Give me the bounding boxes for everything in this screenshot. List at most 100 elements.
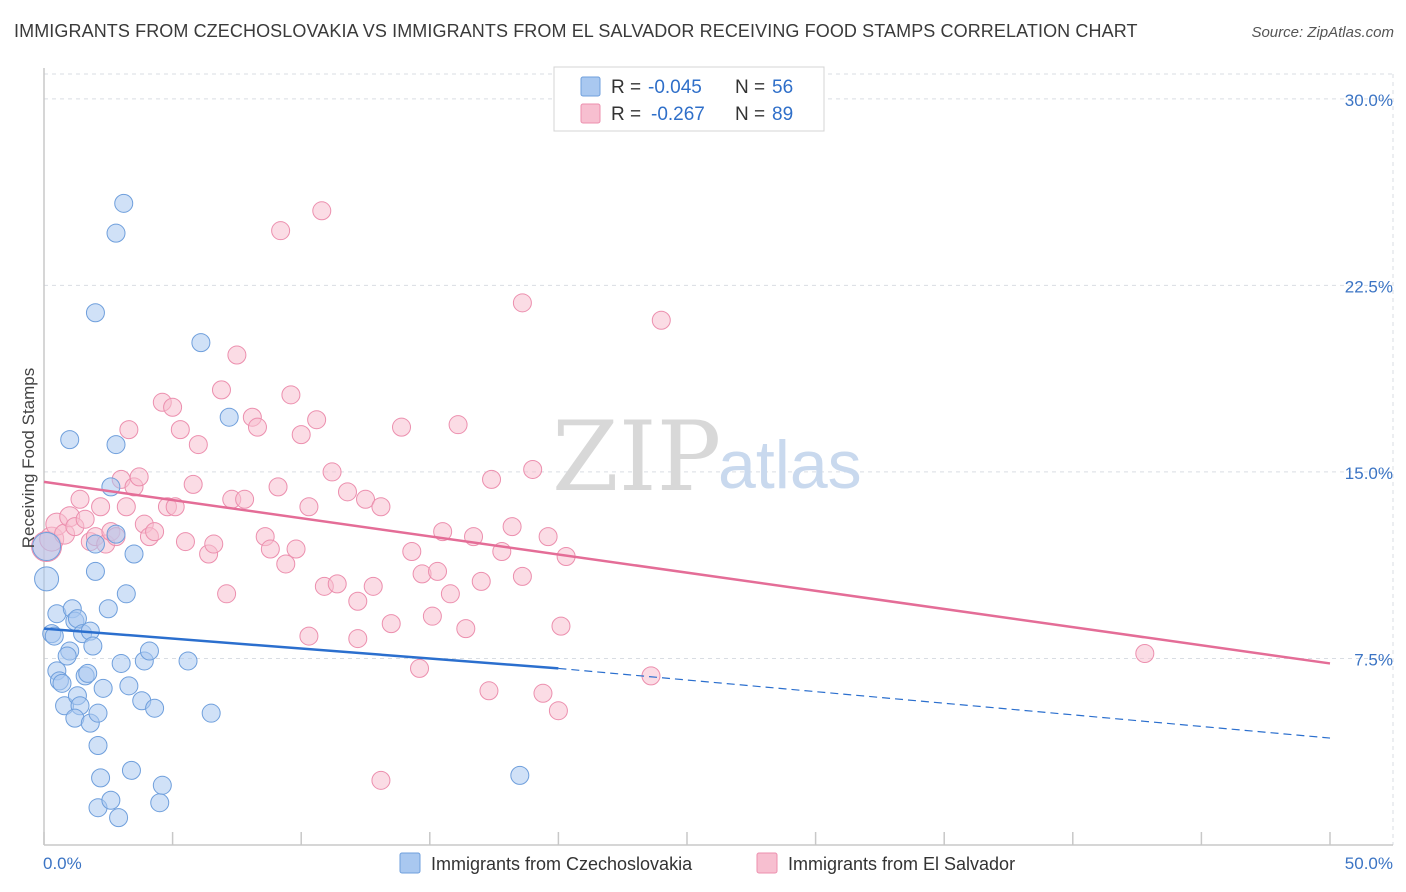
el-salvador-point-50 [327, 574, 347, 594]
czechoslovakia-point-55 [510, 765, 530, 785]
czechoslovakia-point-36 [119, 676, 139, 696]
el-salvador-point-49 [322, 462, 342, 482]
czechoslovakia-point-38 [121, 760, 141, 780]
el-salvador-point-69 [502, 517, 522, 537]
el-salvador-point-45 [291, 425, 311, 445]
czechoslovakia-point-46 [150, 793, 170, 813]
chart-title: IMMIGRANTS FROM CZECHOSLOVAKIA VS IMMIGR… [14, 21, 1138, 41]
x-tick-label-min: 0.0% [43, 854, 82, 873]
czechoslovakia-trend-line [43, 627, 559, 670]
el-salvador-point-64 [456, 619, 476, 639]
el-salvador-point-42 [276, 554, 296, 574]
legend-n-label-2: N = [735, 104, 765, 125]
series-legend: Immigrants from Czechoslovakia Immigrant… [399, 852, 1015, 874]
el-salvador-point-29 [188, 435, 208, 455]
czechoslovakia-point-20 [78, 663, 98, 683]
el-salvador-point-62 [440, 584, 460, 604]
czechoslovakia-point-30 [85, 534, 105, 554]
czechoslovakia-point-33 [88, 703, 108, 723]
el-salvador-point-41 [268, 477, 288, 497]
czechoslovakia-points [32, 193, 530, 828]
el-salvador-point-55 [371, 497, 391, 517]
el-salvador-point-82 [410, 658, 430, 678]
el-salvador-point-86 [641, 666, 661, 686]
el-salvador-point-79 [299, 626, 319, 646]
el-salvador-point-7 [75, 509, 95, 529]
el-salvador-point-88 [428, 561, 448, 581]
el-salvador-point-27 [175, 532, 195, 552]
czechoslovakia-point-6 [52, 673, 72, 693]
el-salvador-point-20 [145, 522, 165, 542]
legend-n-value-2: 89 [772, 104, 793, 125]
czechoslovakia-point-42 [145, 698, 165, 718]
czechoslovakia-point-48 [178, 651, 198, 671]
el-salvador-point-60 [422, 606, 442, 626]
legend-r-value-2: -0.267 [651, 104, 705, 125]
czechoslovakia-point-54 [201, 703, 221, 723]
el-salvador-point-87 [1135, 643, 1155, 663]
czechoslovakia-point-41 [139, 641, 159, 661]
el-salvador-point-46 [299, 497, 319, 517]
el-salvador-point-53 [356, 489, 375, 509]
el-salvador-point-23 [163, 397, 183, 417]
czechoslovakia-point-35 [116, 584, 136, 604]
el-salvador-point-66 [471, 571, 491, 591]
czechoslovakia-point-49 [114, 193, 134, 213]
el-salvador-point-31 [204, 534, 224, 554]
el-salvador-points [31, 201, 1155, 790]
czechoslovakia-point-1 [34, 566, 60, 592]
el-salvador-point-58 [402, 542, 422, 562]
correlation-legend: R = -0.045 N = 56 R = -0.267 N = 89 [553, 66, 825, 132]
czechoslovakia-trend-extension [558, 667, 1331, 739]
czechoslovakia-point-53 [219, 407, 239, 427]
y-tick-label-1: 15.0% [1345, 464, 1393, 483]
czechoslovakia-point-44 [101, 790, 121, 810]
czechoslovakia-point-34 [93, 678, 113, 698]
el-salvador-point-57 [392, 417, 412, 437]
czechoslovakia-point-14 [60, 430, 80, 450]
el-salvador-point-6 [70, 489, 90, 509]
legend-r-label-2: R = [611, 104, 641, 125]
el-salvador-point-85 [548, 701, 568, 721]
czechoslovakia-point-0 [32, 532, 62, 562]
el-salvador-point-35 [227, 345, 247, 365]
el-salvador-point-81 [371, 770, 391, 790]
legend-r-label-1: R = [611, 77, 641, 98]
bottom-legend-swatch-pink [756, 852, 778, 874]
el-salvador-point-67 [482, 469, 502, 489]
el-salvador-point-61 [433, 522, 453, 542]
czechoslovakia-point-26 [91, 768, 111, 788]
czechoslovakia-point-29 [106, 435, 126, 455]
y-tick-labels: 7.5% 15.0% 22.5% 30.0% [1345, 91, 1393, 670]
y-tick-label-2: 22.5% [1345, 277, 1393, 296]
el-salvador-point-17 [129, 467, 149, 487]
watermark-zip: ZIP [552, 401, 721, 513]
czechoslovakia-point-23 [85, 561, 105, 581]
el-salvador-point-28 [183, 474, 203, 494]
el-salvador-point-75 [271, 221, 291, 241]
czechoslovakia-point-52 [191, 333, 211, 353]
el-salvador-point-38 [247, 417, 267, 437]
czechoslovakia-point-32 [111, 653, 131, 673]
watermark: ZIP atlas [552, 401, 862, 513]
el-salvador-point-40 [260, 539, 280, 559]
bottom-legend-label-czechoslovakia: Immigrants from Czechoslovakia [431, 854, 693, 874]
bottom-legend-label-el-salvador: Immigrants from El Salvador [788, 854, 1015, 874]
watermark-atlas: atlas [718, 427, 862, 503]
el-salvador-point-32 [211, 380, 231, 400]
x-tick-label-max: 50.0% [1345, 854, 1393, 873]
legend-swatch-blue [580, 76, 601, 97]
trend-lines [43, 480, 1331, 739]
el-salvador-point-78 [651, 310, 671, 330]
el-salvador-point-63 [448, 415, 468, 435]
y-tick-label-0: 7.5% [1354, 650, 1393, 669]
el-salvador-point-54 [363, 576, 383, 596]
el-salvador-point-83 [479, 681, 499, 701]
el-salvador-point-47 [307, 410, 327, 430]
el-salvador-point-26 [170, 420, 190, 440]
czechoslovakia-point-50 [106, 223, 126, 243]
czechoslovakia-point-22 [83, 636, 103, 656]
legend-n-value-1: 56 [772, 77, 793, 98]
el-salvador-point-56 [381, 614, 401, 634]
